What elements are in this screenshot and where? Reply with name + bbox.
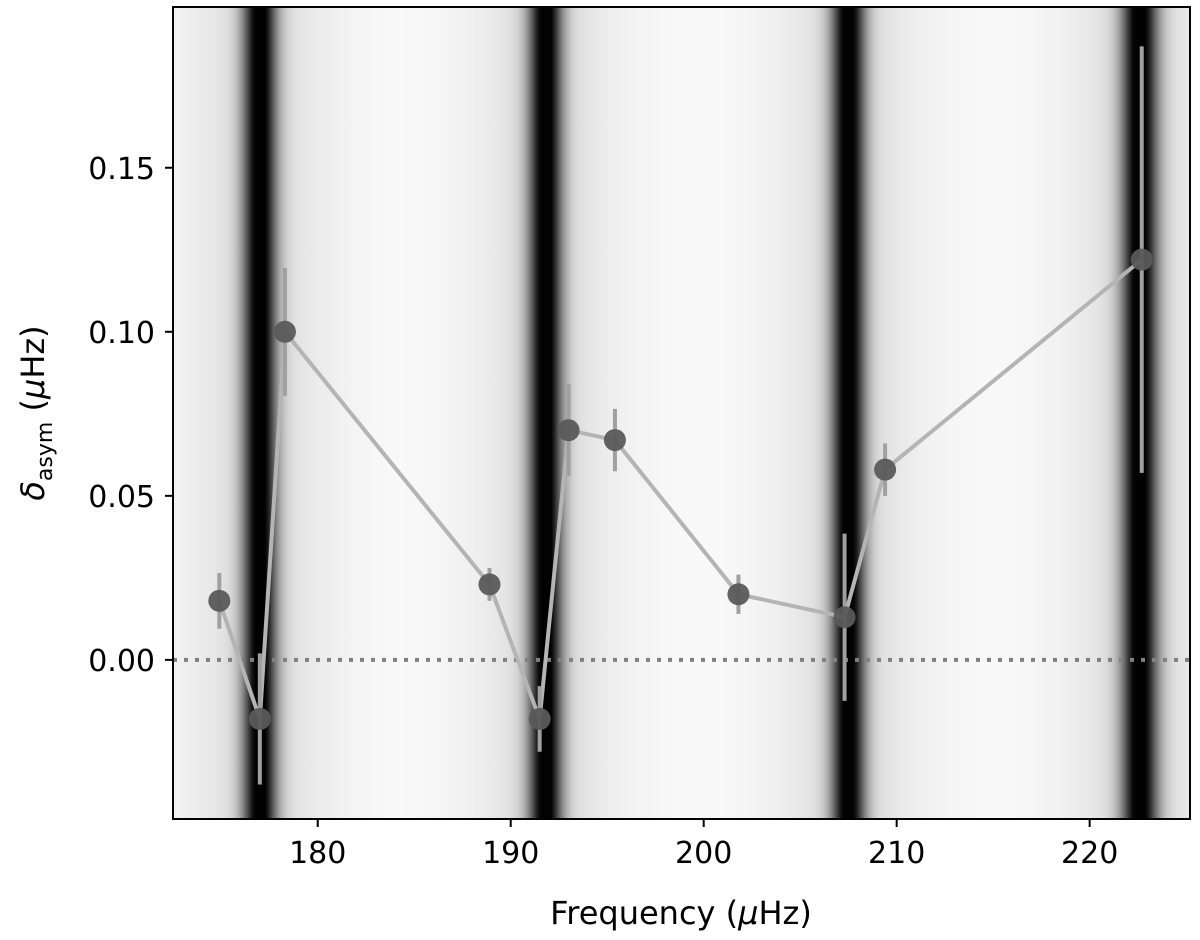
- y-tick-label: 0.05: [88, 480, 155, 515]
- data-point: [1130, 248, 1153, 271]
- x-axis-label-mu: μ: [737, 894, 758, 932]
- y-axis-label-mu: μ: [14, 379, 52, 400]
- y-axis-label-open: (: [14, 399, 52, 422]
- y-axis-label: δasym (μHz): [14, 325, 58, 500]
- x-axis-label-suffix: ): [799, 894, 811, 932]
- x-axis-label-prefix: Frequency (: [550, 894, 738, 932]
- data-point: [557, 419, 580, 442]
- x-tick-label: 180: [289, 836, 346, 871]
- data-point: [248, 707, 271, 730]
- plot-frame: [172, 6, 1191, 820]
- y-axis-label-delta: δ: [14, 481, 52, 501]
- data-point: [833, 606, 856, 629]
- data-point: [528, 707, 551, 730]
- data-point: [478, 573, 501, 596]
- y-tick-label: 0.15: [88, 152, 155, 187]
- data-point: [603, 429, 626, 452]
- x-axis-label-unit: Hz: [758, 894, 799, 932]
- data-point: [273, 320, 296, 343]
- x-tick-label: 190: [482, 836, 539, 871]
- x-axis-label: Frequency (μHz): [550, 894, 812, 932]
- y-axis-label-subscript: asym: [33, 422, 58, 481]
- y-tick-label: 0.00: [88, 644, 155, 679]
- data-point: [208, 589, 231, 612]
- x-tick-label: 210: [868, 836, 925, 871]
- x-axis: 180 190 200 210 220: [289, 819, 1118, 871]
- data-point: [874, 458, 897, 481]
- y-axis-label-close: ): [14, 325, 52, 337]
- plot-background: [173, 7, 1190, 819]
- data-point: [727, 583, 750, 606]
- y-axis-label-unit: Hz: [14, 338, 52, 379]
- series-layer: [208, 46, 1153, 785]
- x-tick-label: 220: [1061, 836, 1118, 871]
- y-tick-label: 0.10: [88, 316, 155, 351]
- y-axis: 0.00 0.05 0.10 0.15: [88, 152, 173, 679]
- x-tick-label: 200: [675, 836, 732, 871]
